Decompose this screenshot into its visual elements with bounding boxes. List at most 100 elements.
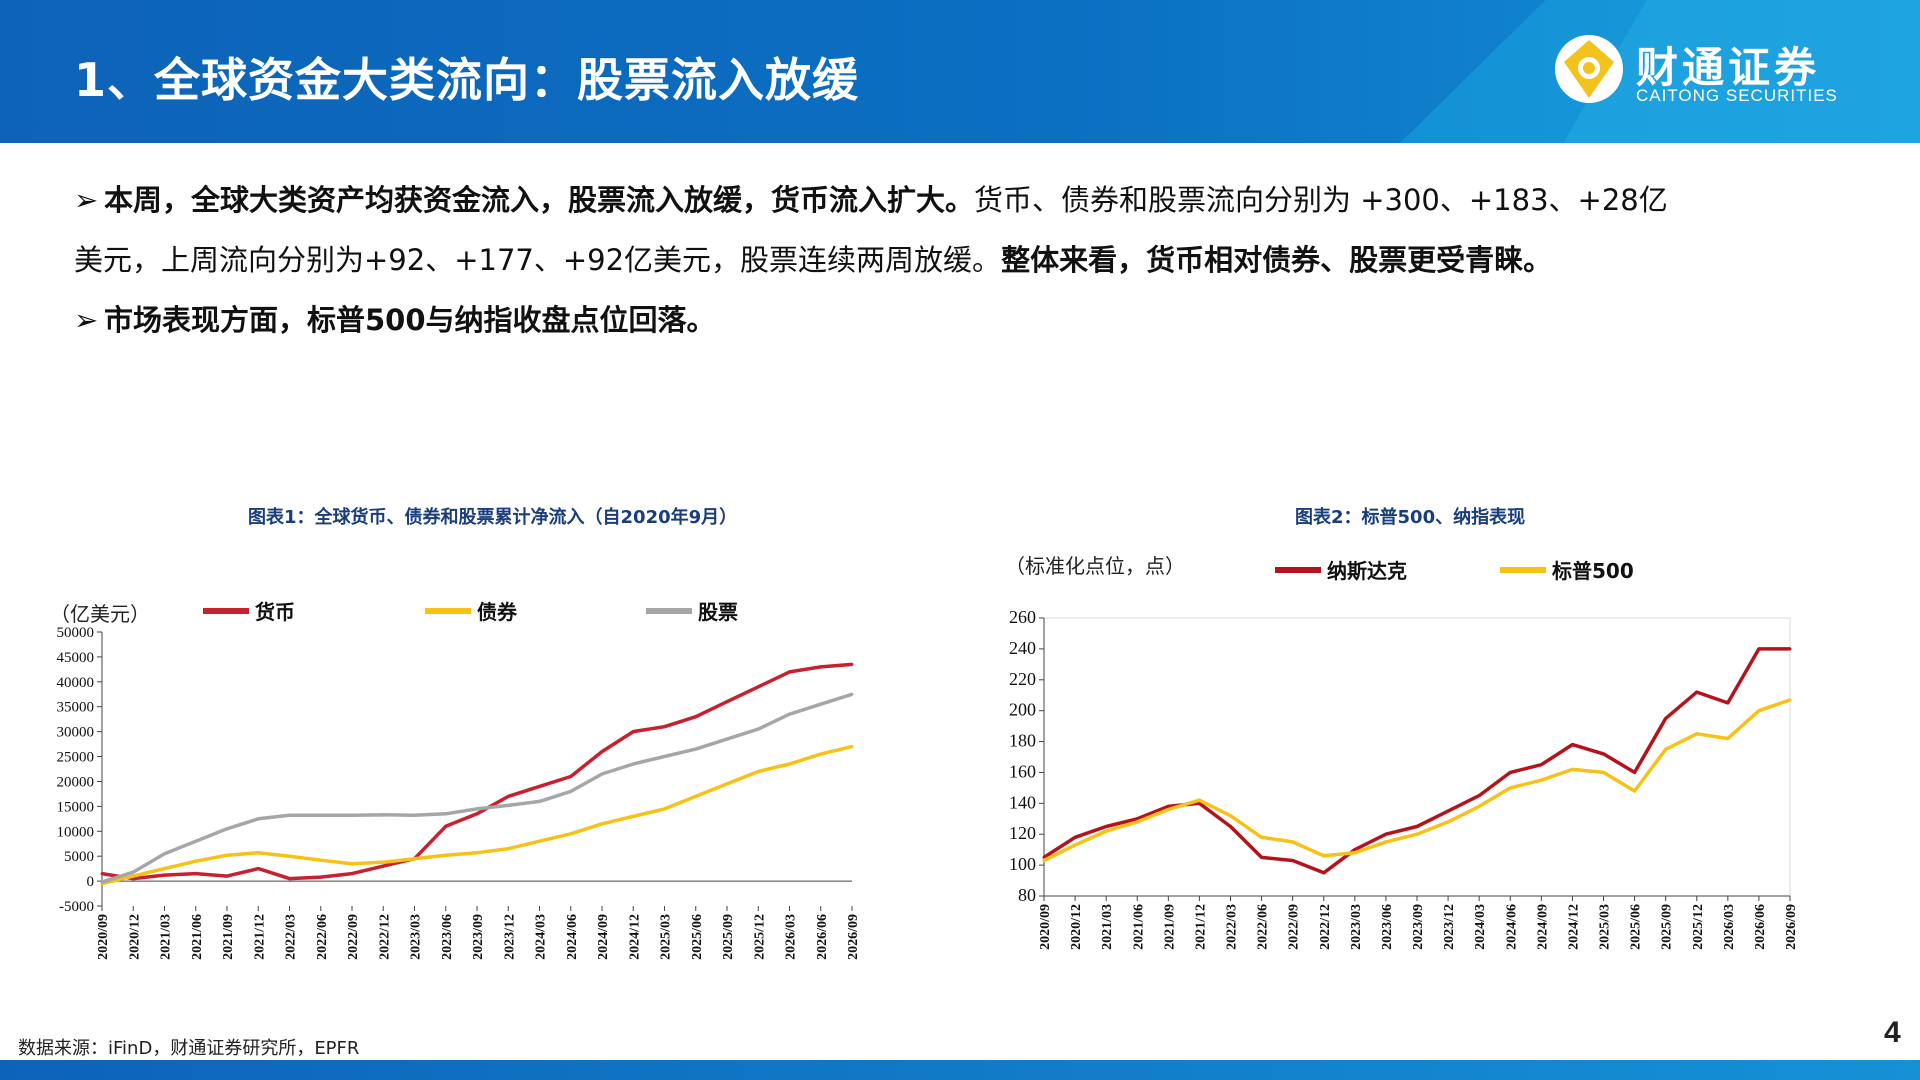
x-tick-label: 2024/12 [627, 914, 642, 960]
x-tick-label: 2020/09 [1038, 904, 1053, 950]
data-point [1322, 854, 1326, 858]
data-point [194, 839, 198, 843]
chart2-legend-item: 标普500 [1500, 555, 1634, 584]
data-point [1757, 709, 1761, 713]
chart1-legend-swatch [203, 607, 249, 614]
data-point [381, 813, 385, 817]
logo-english-name: CAITONG SECURITIES [1636, 86, 1838, 105]
chart1-legend-item: 股票 [646, 596, 738, 625]
data-point [1166, 808, 1170, 812]
x-tick-label: 2026/09 [846, 914, 860, 960]
bullet-item-1: ➢ 本周，全球大类资产均获资金流入，股票流入放缓，货币流入扩大。货币、债券和股票流… [74, 170, 1874, 230]
x-tick-label: 2022/03 [1225, 904, 1240, 950]
data-point [1695, 732, 1699, 736]
data-point [319, 875, 323, 879]
y-tick-label: 20000 [57, 774, 95, 790]
bullet-item-1-continued: 美元，上周流向分别为+92、+177、+92亿美元，股票连续两周放缓。整体来看，… [74, 230, 1874, 290]
data-point [1229, 814, 1232, 818]
data-point [850, 745, 854, 749]
y-tick-label: 140 [1009, 792, 1036, 812]
data-point [506, 794, 510, 798]
y-tick-label: -5000 [59, 899, 94, 915]
y-tick-label: 15000 [57, 799, 95, 815]
data-point [538, 799, 541, 803]
x-tick-label: 2022/12 [1318, 904, 1333, 950]
x-tick-label: 2023/03 [1349, 904, 1364, 950]
y-tick-label: 120 [1009, 823, 1036, 843]
data-point [1384, 832, 1388, 836]
data-point [1104, 829, 1108, 833]
data-point [256, 867, 260, 871]
x-tick-label: 2023/06 [1380, 904, 1395, 950]
chart2-legend-swatch [1275, 566, 1321, 573]
data-point [1539, 778, 1543, 782]
chart1-legend-label: 股票 [698, 600, 738, 624]
chart1-unit-label: （亿美元） [50, 602, 150, 626]
x-tick-label: 2025/09 [1660, 904, 1675, 950]
x-tick-label: 2022/03 [284, 914, 299, 960]
y-tick-label: 30000 [57, 725, 95, 741]
x-tick-label: 2024/03 [1473, 904, 1488, 950]
data-point [788, 670, 791, 674]
data-point [1229, 825, 1232, 828]
y-tick-label: 80 [1018, 885, 1036, 905]
data-point [756, 685, 760, 689]
chart2-legend-label: 标普500 [1552, 559, 1634, 583]
data-point [600, 822, 604, 826]
data-point [850, 692, 854, 696]
data-point [1633, 789, 1637, 793]
data-point [694, 747, 698, 751]
x-tick-label: 2024/09 [596, 914, 611, 960]
bullet-arrow-icon: ➢ [74, 303, 99, 337]
data-point [819, 665, 823, 669]
data-point [788, 762, 791, 766]
data-point [1260, 855, 1264, 859]
x-tick-label: 2023/06 [440, 914, 455, 960]
data-point [1260, 835, 1264, 839]
x-tick-label: 2022/12 [377, 914, 392, 960]
chart2-plot: 80 100 120 140 160 180 200 220 240 260 2020/09 2020… [1009, 607, 1799, 950]
data-point [1446, 809, 1450, 813]
data-point [1353, 851, 1357, 855]
data-point [1664, 747, 1668, 751]
data-point [1570, 743, 1574, 747]
data-point [288, 813, 291, 817]
data-point [256, 851, 260, 855]
x-tick-label: 2021/09 [221, 914, 236, 960]
data-point [1477, 804, 1481, 808]
page-title: 1、全球资金大类流向：股票流入放缓 [74, 53, 860, 107]
y-tick-label: 220 [1009, 669, 1036, 689]
data-point [663, 807, 666, 811]
data-point [319, 813, 323, 817]
y-tick-label: 180 [1009, 731, 1036, 751]
y-tick-label: 160 [1009, 761, 1036, 781]
y-tick-label: 240 [1009, 638, 1036, 658]
x-tick-label: 2020/12 [127, 914, 142, 960]
x-tick-label: 2026/06 [815, 914, 830, 960]
data-point [1197, 801, 1201, 805]
x-tick-label: 2021/03 [1100, 904, 1115, 950]
x-tick-label: 2026/03 [784, 914, 799, 960]
data-point [600, 750, 604, 754]
data-point [350, 813, 354, 817]
x-tick-label: 2025/09 [721, 914, 736, 960]
data-point [288, 854, 291, 858]
chart1-title: 图表1：全球货币、债券和股票累计净流入（自2020年9月） [248, 507, 738, 528]
data-point [444, 824, 448, 828]
x-tick-label: 2020/12 [1069, 904, 1084, 950]
data-point [725, 782, 729, 786]
x-tick-label: 2022/09 [1287, 904, 1302, 950]
data-point [1073, 843, 1077, 847]
data-point [475, 807, 479, 811]
x-tick-label: 2023/12 [502, 914, 517, 960]
data-point [381, 860, 385, 864]
bullet-1-text: 货币、债券和股票流向分别为 +300、+183、+28亿 [974, 183, 1668, 217]
chart1-legend-swatch [425, 607, 471, 614]
x-tick-label: 2023/09 [471, 914, 486, 960]
data-point [1166, 804, 1170, 808]
y-tick-label: 40000 [57, 675, 95, 691]
x-tick-label: 2026/09 [1784, 904, 1799, 950]
caitong-logo-icon [1555, 35, 1623, 103]
chart1-legend-label: 债券 [477, 600, 517, 624]
y-tick-label: 45000 [57, 650, 95, 666]
